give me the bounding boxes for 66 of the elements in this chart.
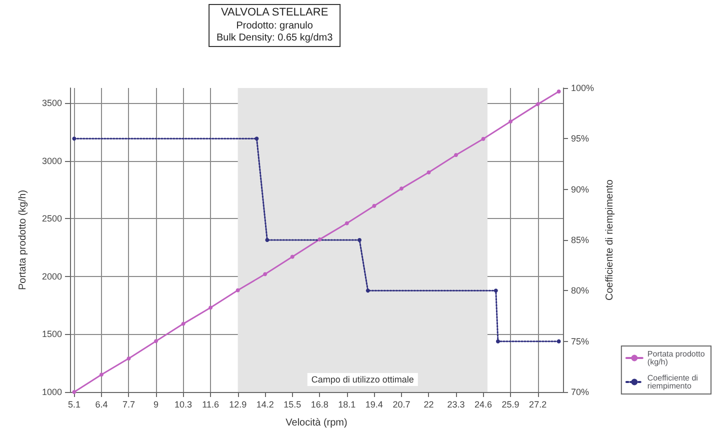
x-tick-label: 20.7	[392, 400, 410, 410]
x-tick-label: 15.5	[284, 400, 302, 410]
band-label: Campo di utilizzo ottimale	[311, 374, 414, 384]
x-tick-label: 27.2	[529, 400, 547, 410]
y-tick-label: 2000	[42, 271, 62, 282]
point	[556, 339, 561, 344]
y2-tick-label: 70%	[571, 387, 590, 397]
point	[208, 306, 213, 310]
y-tick-label: 2500	[42, 214, 62, 224]
point	[454, 153, 458, 158]
y2-axis-title: Coefficiente di riempimento	[604, 179, 616, 300]
x-tick-label: 16.8	[310, 400, 328, 410]
x-tick-label: 5.1	[68, 400, 80, 410]
x-tick-label: 18.1	[338, 400, 356, 410]
point	[508, 120, 513, 124]
point	[254, 136, 259, 141]
chart-title: VALVOLA STELLARE	[220, 6, 328, 18]
y-tick-label: 3500	[42, 98, 62, 108]
point	[426, 170, 431, 174]
x-tick-label: 11.6	[202, 400, 219, 410]
x-tick-label: 6.4	[95, 400, 108, 410]
point	[318, 237, 322, 242]
y-tick-label: 1500	[42, 329, 62, 340]
x-axis-title: Velocità (rpm)	[286, 418, 348, 428]
point	[72, 136, 76, 141]
x-tick-label: 7.7	[122, 400, 135, 410]
point	[126, 356, 131, 360]
y-tick-label: 3000	[42, 156, 62, 166]
point	[344, 221, 349, 226]
x-tick-label: 19.4	[365, 400, 383, 410]
point	[496, 339, 500, 344]
point	[556, 89, 561, 94]
legend-label: Portata prodotto (kg/h)	[647, 350, 707, 366]
y2-tick-label: 85%	[571, 235, 590, 245]
chart-subtitle: Prodotto: granulo Bulk Density: 0.65 kg/dm3	[216, 20, 334, 44]
y-axis-title: Portata prodotto (kg/h)	[18, 190, 28, 290]
x-tick-label: 14.2	[256, 400, 274, 410]
point	[399, 186, 404, 191]
x-tick-label: 24.6	[474, 400, 492, 410]
point	[358, 238, 362, 242]
legend-label: Coefficiente di riempimento	[647, 374, 700, 390]
x-tick-label: 23.3	[447, 400, 465, 410]
point	[72, 390, 76, 394]
point	[236, 288, 240, 292]
point	[481, 136, 486, 141]
y-tick-label: 1000	[42, 387, 62, 397]
point	[494, 288, 498, 293]
x-tick-label: 9	[154, 400, 159, 410]
point	[290, 254, 294, 259]
point	[99, 372, 104, 377]
x-tick-label: 22	[424, 400, 434, 410]
y2-tick-label: 100%	[571, 83, 594, 93]
point	[366, 288, 370, 293]
y2-tick-label: 95%	[571, 134, 590, 144]
x-tick-label: 25.9	[502, 400, 520, 410]
point	[372, 204, 376, 208]
point	[265, 238, 270, 242]
point	[181, 322, 186, 326]
y2-tick-label: 75%	[571, 336, 590, 346]
x-tick-label: 12.9	[229, 400, 247, 410]
y2-tick-label: 80%	[571, 286, 590, 296]
point	[536, 102, 540, 106]
y2-tick-label: 90%	[571, 184, 590, 194]
x-tick-label: 10.3	[174, 400, 192, 410]
point	[263, 272, 268, 276]
point	[154, 339, 158, 344]
